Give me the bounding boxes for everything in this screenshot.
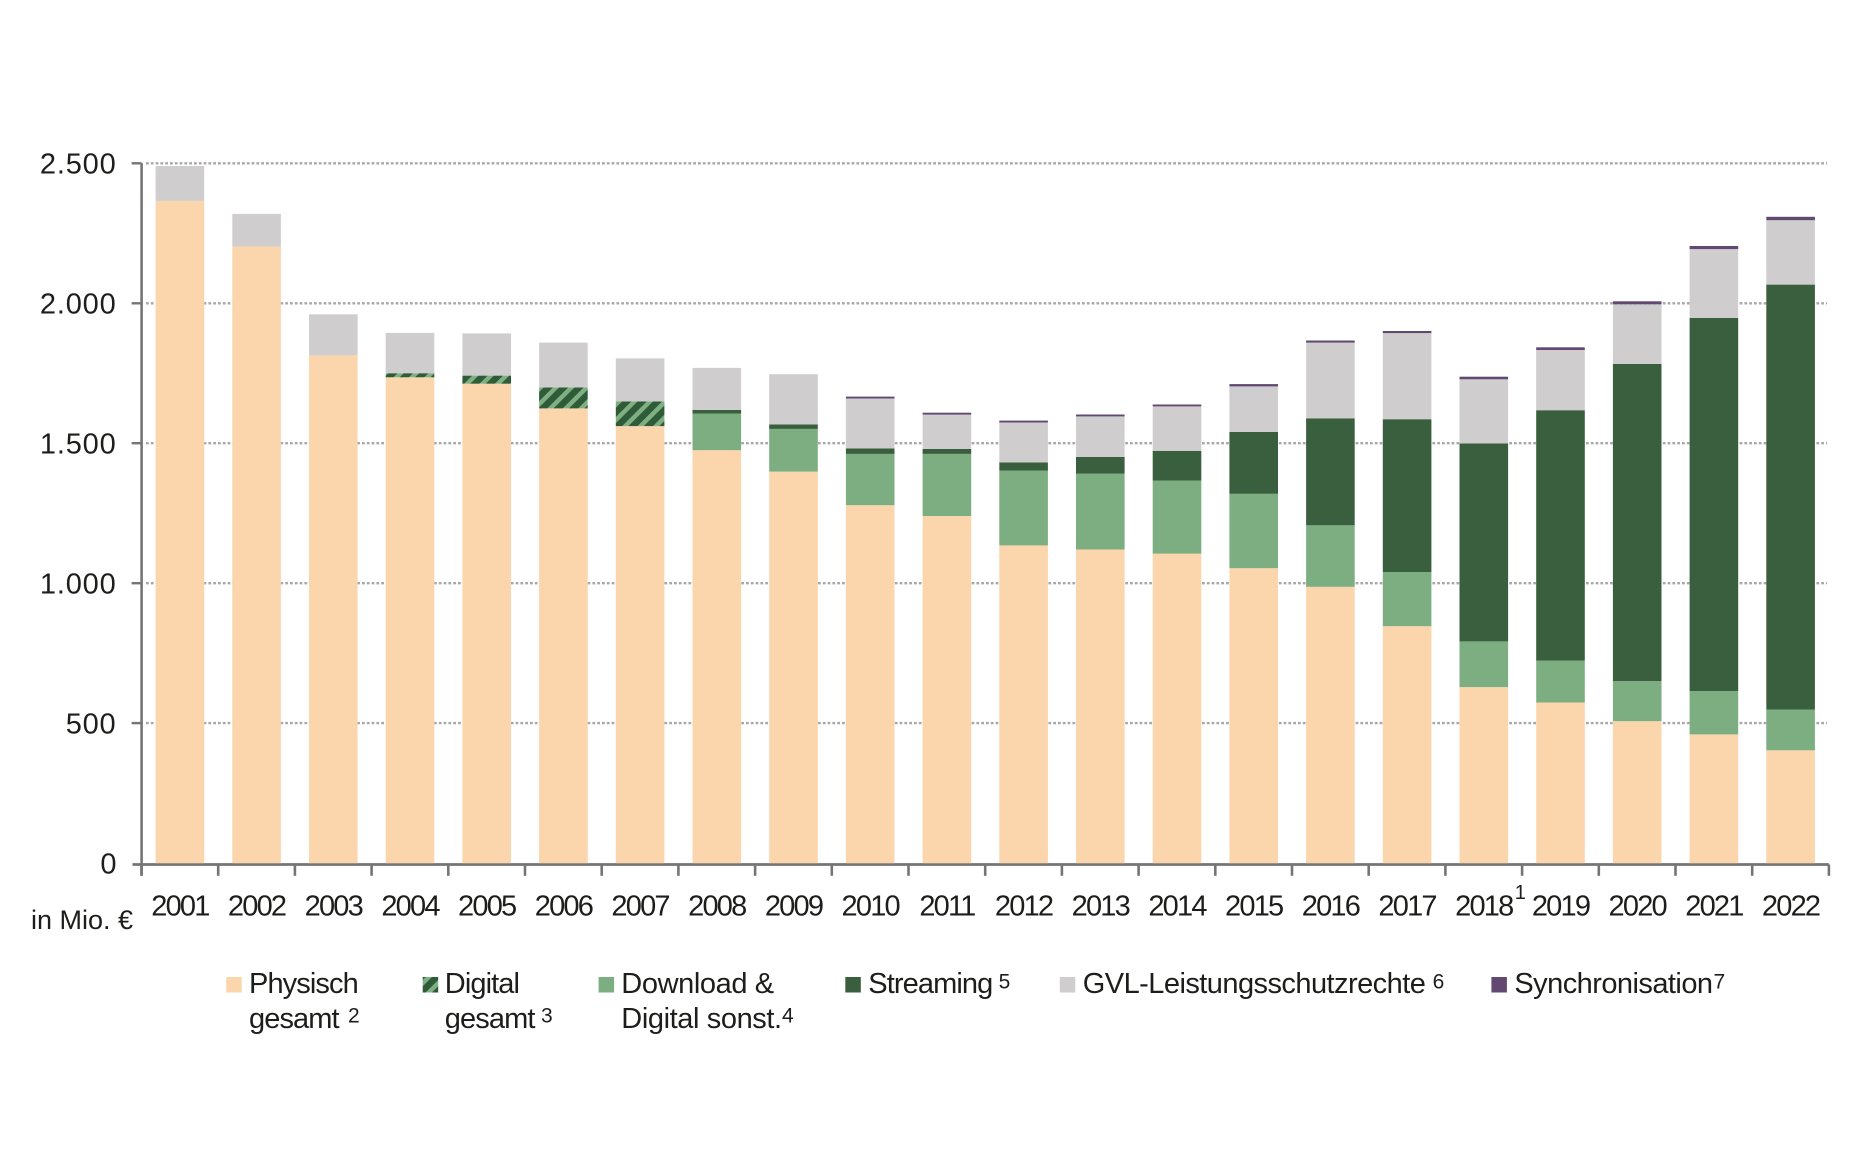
- svg-text:2001: 2001: [151, 891, 209, 923]
- svg-text:GVL-Leistungsschutzrechte: GVL-Leistungsschutzrechte: [1083, 968, 1426, 1000]
- svg-text:2007: 2007: [611, 891, 669, 923]
- svg-text:Digital: Digital: [445, 968, 519, 1000]
- svg-text:2011: 2011: [919, 891, 975, 923]
- svg-text:2017: 2017: [1378, 891, 1436, 923]
- svg-text:2015: 2015: [1225, 891, 1283, 923]
- svg-text:2019: 2019: [1532, 891, 1590, 923]
- svg-text:2: 2: [348, 1005, 360, 1028]
- svg-text:2009: 2009: [765, 891, 823, 923]
- svg-text:gesamt: gesamt: [249, 1003, 340, 1035]
- svg-text:2020: 2020: [1609, 891, 1667, 923]
- svg-text:2.500: 2.500: [40, 149, 117, 181]
- svg-text:2021: 2021: [1685, 891, 1743, 923]
- svg-text:2013: 2013: [1072, 891, 1130, 923]
- svg-text:Physisch: Physisch: [249, 968, 358, 1000]
- svg-text:2005: 2005: [458, 891, 516, 923]
- svg-text:2018: 2018: [1455, 891, 1513, 923]
- svg-text:0: 0: [100, 849, 116, 881]
- svg-text:5: 5: [999, 971, 1011, 994]
- svg-text:2010: 2010: [842, 891, 900, 923]
- svg-text:Streaming: Streaming: [868, 968, 992, 1000]
- svg-text:2002: 2002: [228, 891, 286, 923]
- svg-text:1.000: 1.000: [40, 569, 117, 601]
- svg-text:7: 7: [1714, 971, 1726, 994]
- svg-text:Download &: Download &: [621, 968, 773, 1000]
- svg-text:in Mio. €: in Mio. €: [31, 905, 133, 935]
- svg-text:Synchronisation: Synchronisation: [1514, 968, 1712, 1000]
- svg-text:gesamt: gesamt: [445, 1003, 536, 1035]
- svg-text:2003: 2003: [305, 891, 363, 923]
- svg-text:500: 500: [66, 708, 117, 740]
- svg-text:4: 4: [782, 1005, 794, 1028]
- svg-text:2022: 2022: [1762, 891, 1820, 923]
- svg-text:6: 6: [1433, 971, 1445, 994]
- svg-text:Digital sonst.: Digital sonst.: [621, 1003, 781, 1035]
- svg-text:2008: 2008: [688, 891, 746, 923]
- svg-text:2.000: 2.000: [40, 289, 117, 321]
- svg-text:2014: 2014: [1148, 891, 1207, 923]
- svg-text:2012: 2012: [995, 891, 1053, 923]
- svg-text:2006: 2006: [535, 891, 593, 923]
- svg-text:1.500: 1.500: [40, 429, 117, 461]
- svg-text:1: 1: [1515, 882, 1526, 904]
- svg-text:3: 3: [541, 1005, 553, 1028]
- svg-text:2016: 2016: [1302, 891, 1360, 923]
- svg-text:2004: 2004: [381, 891, 440, 923]
